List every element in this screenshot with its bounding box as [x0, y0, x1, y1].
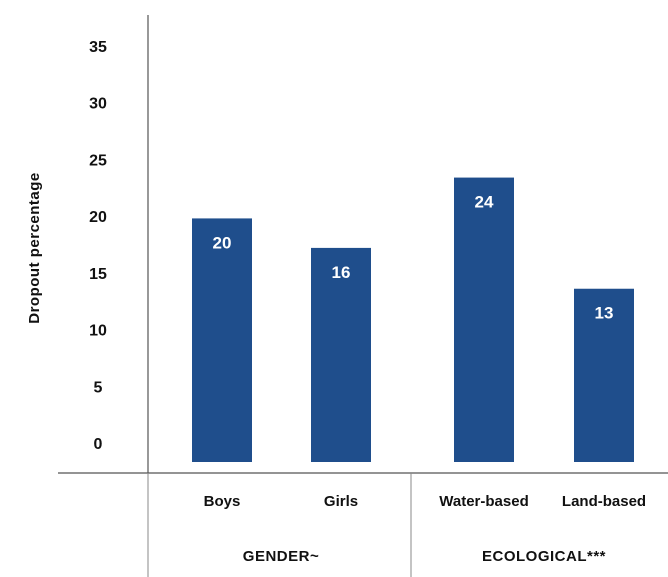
y-tick-labels: 0 5 10 15 20 25 30 35: [89, 39, 107, 453]
category-label: Girls: [324, 493, 358, 510]
bar-land-based: [574, 288, 634, 462]
group-label: GENDER~: [243, 548, 319, 565]
category-label: Land-based: [562, 493, 646, 510]
y-tick-label: 5: [94, 379, 103, 396]
y-tick-label: 0: [94, 436, 103, 453]
y-tick-label: 15: [89, 266, 107, 283]
y-tick-label: 25: [89, 152, 107, 169]
data-label: 13: [595, 304, 614, 323]
data-label: 24: [475, 193, 494, 212]
data-label: 16: [332, 263, 351, 282]
bars: [192, 177, 634, 462]
y-tick-label: 30: [89, 96, 107, 113]
bar-water-based: [454, 177, 514, 462]
y-axis-label: Dropout percentage: [26, 172, 43, 324]
bar-boys: [192, 218, 252, 462]
data-label: 20: [213, 233, 232, 252]
y-tick-label: 10: [89, 323, 107, 340]
y-tick-label: 20: [89, 209, 107, 226]
data-labels: 20 16 24 13: [213, 193, 614, 323]
bar-girls: [311, 247, 371, 462]
category-label: Boys: [204, 493, 241, 510]
y-tick-label: 35: [89, 39, 107, 56]
category-labels: Boys Girls Water-based Land-based: [204, 493, 646, 510]
group-labels: GENDER~ ECOLOGICAL***: [243, 548, 606, 565]
category-label: Water-based: [439, 493, 528, 510]
axes: [58, 15, 668, 577]
group-label: ECOLOGICAL***: [482, 548, 606, 565]
